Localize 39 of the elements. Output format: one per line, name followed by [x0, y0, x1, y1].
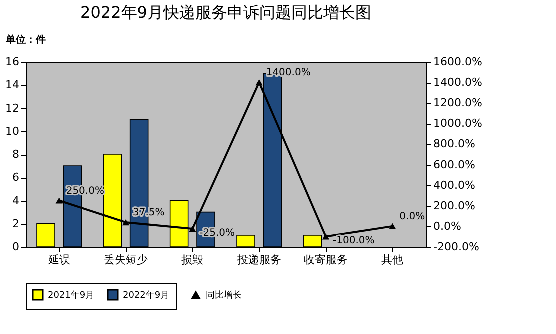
y-tick-label: 6 — [12, 171, 20, 184]
data-label: 0.0% — [400, 211, 426, 222]
x-tick-label: 收寄服务 — [304, 254, 348, 266]
x-tick-label: 延误 — [47, 254, 70, 266]
x-tick-label: 损毁 — [182, 254, 204, 266]
y-tick-label: 0 — [12, 240, 20, 254]
point — [322, 234, 330, 240]
point — [189, 226, 196, 232]
y2-tick-label: 1000.0% — [434, 117, 482, 130]
y2-tick-label: 0.0% — [434, 220, 462, 233]
y-tick-label: 2 — [12, 217, 20, 230]
y-tick-label: 14 — [6, 78, 20, 92]
y2-tick-label: 600.0% — [434, 158, 476, 172]
legend-label: 同比增长 — [206, 290, 242, 301]
y2-tick-label: 1200.0% — [434, 96, 482, 110]
y-tick-label: 16 — [6, 56, 20, 68]
y2-tick-label: 1600.0% — [434, 56, 482, 68]
text: 单位：件 — [5, 34, 46, 46]
y2-tick-label: 400.0% — [434, 178, 476, 192]
y2-tick-label: 1400.0% — [434, 76, 482, 90]
y2-tick-label: -200.0% — [434, 240, 480, 254]
point — [256, 79, 263, 86]
legend-label: 2022年9月 — [123, 290, 170, 301]
y2-tick-label: 800.0% — [434, 138, 476, 151]
point — [389, 223, 396, 230]
x-tick-label: 丢失短少 — [104, 254, 148, 266]
point — [56, 198, 63, 204]
data-label: 1400.0% — [266, 68, 311, 79]
data-label: -100.0% — [333, 236, 375, 247]
x-tick-label: 投递服务 — [236, 254, 282, 266]
y-tick-label: 10 — [6, 124, 20, 138]
x-tick-label: 其他 — [382, 254, 404, 266]
y2-tick-label: 200.0% — [434, 199, 476, 212]
y-tick-label: 4 — [12, 194, 20, 208]
legend-label: 2021年9月 — [48, 290, 95, 301]
chart-title: 2022年9月快递服务申诉问题同比增长图 — [80, 3, 372, 22]
y-tick-label: 12 — [6, 102, 20, 115]
y-tick-label: 8 — [12, 148, 20, 161]
point — [122, 220, 130, 226]
